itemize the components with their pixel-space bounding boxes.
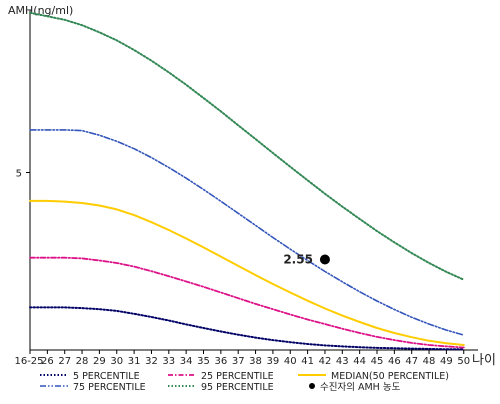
x-tick-label: 34 bbox=[180, 356, 193, 367]
legend: 5 PERCENTILE 25 PERCENTILE MEDIAN(50 PERCE… bbox=[40, 371, 449, 393]
legend-label-1: 25 PERCENTILE bbox=[201, 371, 274, 382]
x-axis-title: 나이 bbox=[472, 353, 496, 368]
x-tick-label: 27 bbox=[58, 356, 71, 367]
x-tick-label: 32 bbox=[145, 356, 158, 367]
series-line-0 bbox=[29, 306, 465, 351]
x-tick-label: 30 bbox=[110, 356, 123, 367]
x-tick-label: 44 bbox=[353, 356, 366, 367]
series-layer bbox=[29, 11, 465, 351]
x-tick-label: 42 bbox=[319, 356, 332, 367]
x-tick-label: 39 bbox=[267, 356, 280, 367]
y-axis-ticks: 5 10 bbox=[9, 0, 30, 180]
x-tick-label: 33 bbox=[162, 356, 175, 367]
x-tick-label: 48 bbox=[423, 356, 436, 367]
x-tick-label: 31 bbox=[128, 356, 141, 367]
x-tick-label: 50 bbox=[457, 356, 470, 367]
x-tick-label: 29 bbox=[93, 356, 106, 367]
x-tick-label: 37 bbox=[232, 356, 245, 367]
x-tick-label: 47 bbox=[405, 356, 418, 367]
legend-label-4: 95 PERCENTILE bbox=[201, 382, 274, 393]
legend-marker-swatch bbox=[309, 383, 315, 389]
y-tick-label: 10 bbox=[9, 0, 22, 2]
legend-label-2: MEDIAN(50 PERCENTILE) bbox=[331, 371, 449, 382]
legend-label-0: 5 PERCENTILE bbox=[73, 371, 140, 382]
patient-amh-marker bbox=[319, 254, 330, 265]
x-tick-label: 26 bbox=[41, 356, 54, 367]
x-tick-label: 40 bbox=[284, 356, 297, 367]
x-tick-label: 41 bbox=[301, 356, 314, 367]
x-tick-label: 35 bbox=[197, 356, 210, 367]
x-tick-label: 28 bbox=[76, 356, 89, 367]
legend-label-3: 75 PERCENTILE bbox=[73, 382, 146, 393]
x-tick-label: 43 bbox=[336, 356, 349, 367]
x-tick-label: 16-25 bbox=[14, 356, 43, 367]
legend-marker-label: 수진자의 AMH 농도 bbox=[320, 382, 401, 393]
x-tick-label: 45 bbox=[371, 356, 384, 367]
series-line-4 bbox=[29, 11, 465, 281]
x-tick-label: 49 bbox=[440, 356, 453, 367]
y-tick-label: 5 bbox=[16, 169, 22, 180]
x-tick-label: 36 bbox=[214, 356, 227, 367]
patient-amh-value-label: 2.55 bbox=[283, 252, 313, 266]
series-line-3 bbox=[29, 129, 465, 336]
marker-layer: 2.55 bbox=[283, 252, 330, 266]
x-tick-label: 46 bbox=[388, 356, 401, 367]
series-line-2 bbox=[29, 199, 465, 346]
x-tick-label: 38 bbox=[249, 356, 262, 367]
y-axis-title: AMH(ng/ml) bbox=[8, 4, 73, 17]
series-line-1 bbox=[29, 256, 465, 349]
